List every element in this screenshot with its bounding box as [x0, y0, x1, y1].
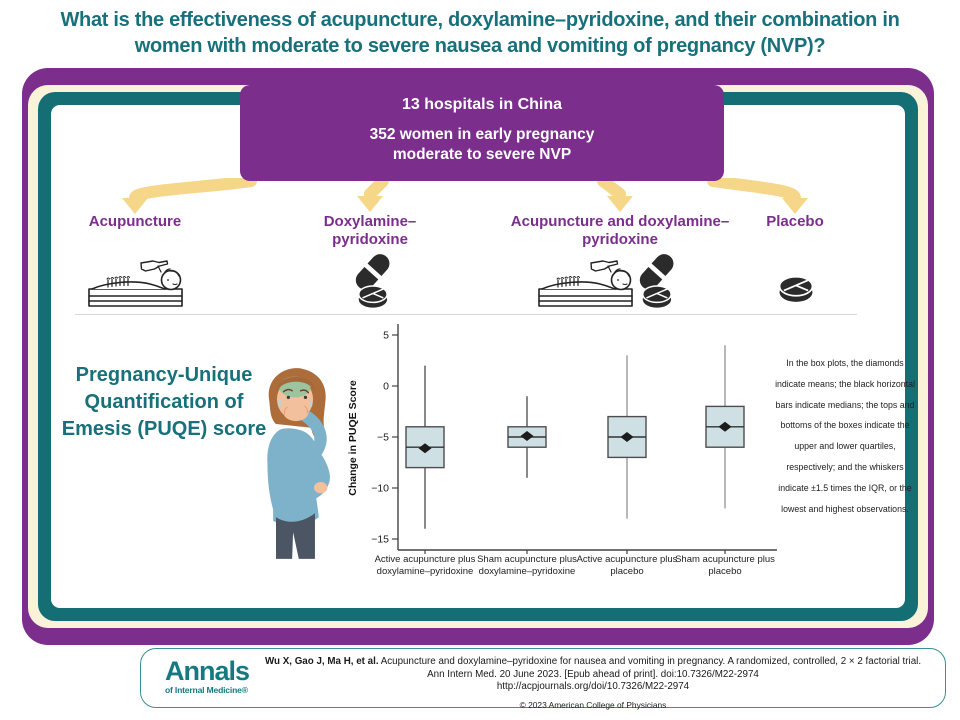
citation-authors: Wu X, Gao J, Ma H, et al. — [264, 656, 379, 667]
group-label-placebo: Placebo — [766, 213, 824, 230]
boxplot-chart: 5 0 −5 −10 −15 Change in PUQE Score — [340, 320, 785, 595]
svg-text:Change in PUQE Score: Change in PUQE Score — [347, 380, 359, 496]
svg-text:5: 5 — [383, 330, 389, 342]
population-line-2: moderate to severe NVP — [392, 146, 572, 163]
annals-logo: Annals of Internal Medicine® — [165, 656, 250, 695]
tablet-icon — [778, 275, 814, 303]
x-label-sham-acu-doxylamine: Sham acupuncture plus doxylamine–pyridox… — [477, 554, 577, 577]
group-label-combination: Acupuncture and doxylamine–pyridoxine — [510, 213, 730, 248]
section-divider — [75, 314, 857, 315]
arrow-icon — [122, 178, 808, 214]
citation-article-title: Acupuncture and doxylamine–pyridoxine fo… — [378, 656, 922, 667]
annals-logo-subtitle: of Internal Medicine® — [165, 685, 248, 695]
title-line-1: What is the effectiveness of acupuncture… — [60, 9, 900, 31]
annals-logo-name: Annals — [165, 656, 250, 686]
svg-text:−5: −5 — [377, 432, 389, 444]
hospitals-line: 13 hospitals in China — [401, 96, 563, 113]
boxplot-svg: 5 0 −5 −10 −15 Change in PUQE Score — [347, 324, 777, 554]
svg-text:−10: −10 — [371, 483, 389, 495]
x-label-active-acu-placebo: Active acupuncture plus placebo — [576, 554, 678, 577]
acupuncture-icon — [538, 260, 633, 307]
study-population-box: 13 hospitals in China 352 women in early… — [240, 85, 724, 181]
copyright-line: © 2023 American College of Physicians — [519, 699, 667, 710]
pills-icon — [344, 254, 400, 312]
title-line-2: women with moderate to severe nausea and… — [134, 35, 826, 57]
page-title: What is the effectiveness of acupuncture… — [0, 7, 960, 59]
x-label-sham-acu-placebo: Sham acupuncture plus placebo — [675, 554, 775, 577]
citation-journal-line: Ann Intern Med. 20 June 2023. [Epub ahea… — [427, 668, 759, 680]
outcome-label: Pregnancy-Unique Quantification of Emesi… — [61, 364, 267, 440]
branch-arrows — [122, 178, 808, 214]
citation-text: Wu X, Gao J, Ma H, et al. Acupuncture an… — [251, 656, 935, 711]
citation-box: Annals of Internal Medicine® Wu X, Gao J… — [140, 648, 946, 711]
population-line-1: 352 women in early pregnancy — [369, 126, 595, 143]
acupuncture-icon — [88, 260, 183, 307]
group-label-doxylamine-pyridoxine: Doxylamine–pyridoxine — [323, 213, 417, 248]
pregnant-woman-illustration — [267, 368, 330, 559]
svg-text:0: 0 — [383, 381, 389, 393]
pills-icon — [628, 254, 684, 312]
boxplot-explanation-note: In the box plots, the diamonds indicate … — [775, 358, 915, 514]
citation-url-link[interactable]: http://acpjournals.org/doi/10.7326/M22-2… — [496, 681, 690, 692]
citation-url[interactable]: http://acpjournals.org/doi/10.7326/M22-2… — [251, 681, 935, 694]
x-label-active-acu-doxylamine: Active acupuncture plus doxylamine–pyrid… — [374, 554, 476, 577]
citation-line-1: Wu X, Gao J, Ma H, et al. Acupuncture an… — [251, 656, 935, 669]
group-label-acupuncture: Acupuncture — [88, 213, 182, 230]
svg-text:−15: −15 — [371, 534, 389, 546]
